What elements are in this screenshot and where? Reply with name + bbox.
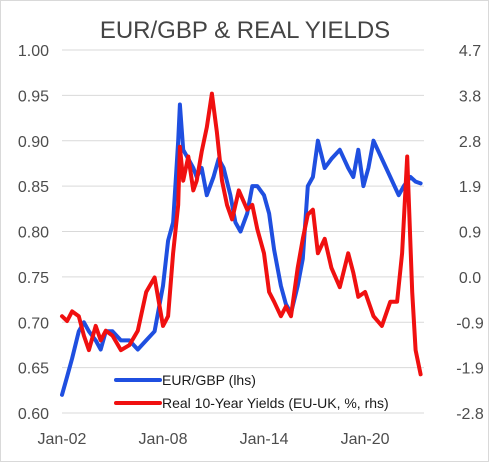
y-right-tick-label: 0.9 — [459, 225, 481, 242]
x-tick-label: Jan-14 — [240, 431, 289, 448]
legend-label: EUR/GBP (lhs) — [162, 372, 256, 388]
y-right-tick-label: -1.9 — [456, 361, 484, 378]
series-line-eur-gbp — [60, 102, 423, 397]
x-tick-label: Jan-20 — [341, 431, 390, 448]
x-tick-label: Jan-02 — [38, 431, 87, 448]
axis-labels: 1.00 0.95 0.90 0.85 0.80 0.75 0.70 0.65 0.60 4.7 3… — [18, 43, 484, 448]
series-layer — [60, 91, 423, 397]
y-right-tick-label: 2.8 — [459, 134, 481, 151]
y-left-tick-label: 0.90 — [18, 134, 49, 151]
y-right-tick-label: 3.8 — [459, 88, 481, 105]
series-line-real-yields — [60, 91, 423, 377]
y-left-tick-label: 0.95 — [18, 88, 49, 105]
y-right-tick-label: 4.7 — [459, 43, 481, 60]
chart-title: EUR/GBP & REAL YIELDS — [100, 17, 390, 44]
y-right-tick-label: -0.9 — [456, 315, 484, 332]
y-left-tick-label: 0.85 — [18, 179, 49, 196]
x-tick-label: Jan-08 — [139, 431, 188, 448]
y-left-tick-label: 0.70 — [18, 315, 49, 332]
y-left-tick-label: 0.75 — [18, 270, 49, 287]
y-left-tick-label: 0.65 — [18, 361, 49, 378]
y-right-tick-label: 0.0 — [459, 270, 481, 287]
y-left-tick-label: 0.60 — [18, 406, 49, 423]
y-left-tick-label: 0.80 — [18, 225, 49, 242]
legend-label: Real 10-Year Yields (EU-UK, %, rhs) — [162, 395, 389, 411]
y-right-tick-label: -2.8 — [456, 406, 484, 423]
grid — [62, 49, 424, 414]
y-right-tick-label: 1.9 — [459, 179, 481, 196]
legend: EUR/GBP (lhs) Real 10-Year Yields (EU-UK,… — [114, 372, 389, 411]
y-left-tick-label: 1.00 — [18, 43, 49, 60]
